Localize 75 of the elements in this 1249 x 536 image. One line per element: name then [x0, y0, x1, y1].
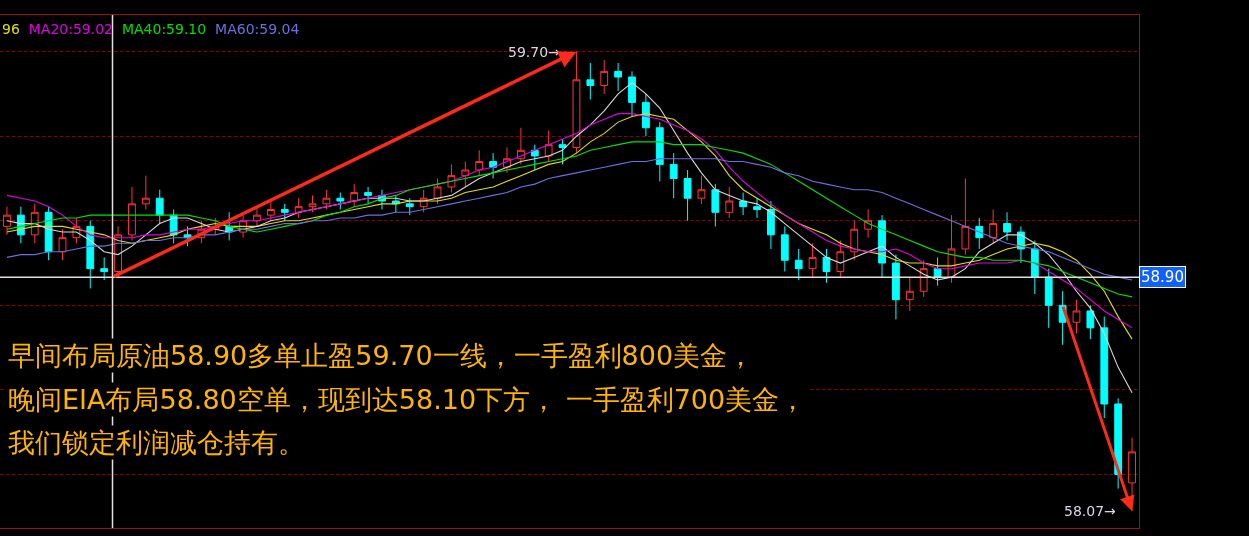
candlestick [1086, 304, 1095, 340]
candlestick [516, 127, 525, 165]
candlestick [30, 203, 39, 244]
text: MA60:59.04 [215, 21, 300, 37]
candlestick [308, 194, 317, 213]
text: 96 [2, 21, 20, 37]
ref-line-label: 58.90 [1141, 268, 1184, 286]
candlestick [822, 248, 831, 284]
candlestick [364, 186, 372, 205]
annotation: 我们锁定利润减仓持有。 [8, 427, 305, 458]
candlestick [1072, 299, 1081, 335]
candlestick [266, 200, 275, 222]
candlestick [725, 186, 734, 219]
candlestick [947, 214, 956, 284]
candlestick [808, 242, 817, 278]
annotation: 晚间EIA布局58.80空单，现到达58.10下方， 一手盈利700美金， [8, 384, 807, 415]
candlestick [433, 177, 442, 205]
candlestick [350, 183, 359, 208]
candlestick [767, 200, 775, 250]
candlestick [892, 254, 900, 320]
candlestick [961, 177, 970, 256]
candlestick [628, 70, 636, 117]
text: MA20:59.02 [28, 21, 114, 37]
candlestick [3, 206, 11, 236]
text: MA40:59.10 [121, 21, 207, 37]
candlestick [58, 228, 67, 261]
candlestick [600, 59, 609, 95]
candlestick [1003, 211, 1011, 241]
candlestick [253, 206, 261, 227]
candlestick [836, 239, 845, 278]
candlestick [44, 206, 53, 261]
candlestick [280, 203, 289, 222]
candlestick [530, 144, 539, 171]
candlestick [1044, 268, 1053, 329]
candlestick [572, 51, 581, 154]
annotation: 58.07→ [1064, 503, 1117, 519]
candlestick [100, 256, 109, 281]
candlestick [989, 208, 998, 244]
candlestick [753, 197, 761, 219]
candlestick [544, 130, 553, 163]
candlestick [586, 62, 595, 101]
candlestick [72, 217, 81, 244]
candlestick [794, 248, 803, 281]
candlestick [322, 189, 331, 210]
candlestick [197, 220, 206, 244]
candlestick [614, 62, 623, 92]
candlestick [419, 189, 428, 213]
candlestick [336, 192, 345, 210]
candlestick [780, 225, 789, 272]
candlestick [1030, 239, 1039, 295]
candlestick [1100, 316, 1109, 419]
candlestick [669, 152, 678, 199]
candlestick [697, 175, 706, 205]
candlestick [655, 121, 664, 182]
candlestick [141, 175, 150, 210]
candlestick [461, 161, 470, 188]
candlestick [683, 169, 692, 222]
candlestick [405, 197, 414, 216]
candlestick [558, 138, 567, 165]
candlestick [1114, 397, 1123, 490]
annotation: 早间布局原油58.90多单止盈59.70一线，一手盈利800美金， [8, 340, 755, 371]
candlestick [641, 93, 650, 137]
annotation: 59.70→ [508, 44, 561, 60]
candlestick [155, 189, 164, 225]
candlestick [850, 220, 859, 261]
candlestick [739, 192, 748, 216]
candlestick [864, 208, 873, 239]
candlestick [294, 197, 303, 219]
candlestick [905, 276, 914, 312]
candlestick [475, 149, 484, 177]
candlestick [975, 217, 984, 250]
candlestick [489, 152, 498, 179]
candlestick [919, 259, 928, 298]
candlestick [711, 183, 720, 227]
candlestick [447, 163, 456, 194]
